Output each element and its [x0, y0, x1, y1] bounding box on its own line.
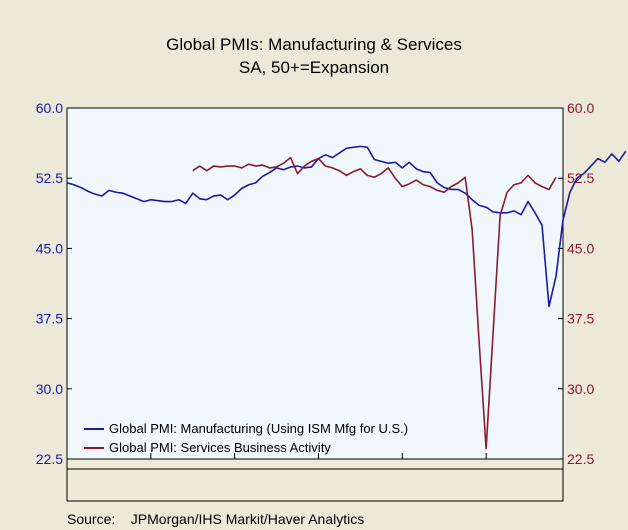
x-axis-band: [66, 458, 564, 502]
left-tick-label: 60.0: [36, 100, 63, 116]
left-tick-label: 22.5: [36, 451, 63, 467]
left-axis: 60.0 52.5 45.0 37.5 30.0 22.5: [36, 100, 72, 467]
right-tick-label: 37.5: [567, 311, 594, 327]
series-line-manufacturing: [66, 145, 627, 308]
left-tick-label: 37.5: [36, 311, 63, 327]
right-tick-label: 22.5: [567, 451, 594, 467]
left-tick-label: 45.0: [36, 240, 63, 256]
source-note: Source: JPMorgan/IHS Markit/Haver Analyt…: [67, 511, 364, 527]
series-line-services: [192, 156, 557, 450]
chart-subtitle: SA, 50+=Expansion: [239, 58, 389, 77]
right-tick-label: 52.5: [567, 170, 594, 186]
left-tick-label: 52.5: [36, 170, 63, 186]
series-layer: [66, 145, 627, 450]
legend-label-manufacturing: Global PMI: Manufacturing (Using ISM Mfg…: [109, 421, 408, 436]
right-tick-label: 45.0: [567, 240, 594, 256]
left-tick-label: 30.0: [36, 381, 63, 397]
chart-title: Global PMIs: Manufacturing & Services: [166, 35, 462, 54]
right-tick-label: 30.0: [567, 381, 594, 397]
legend-label-services: Global PMI: Services Business Activity: [109, 440, 331, 455]
right-axis: 60.0 52.5 45.0 37.5 30.0 22.5: [558, 100, 594, 467]
legend: Global PMI: Manufacturing (Using ISM Mfg…: [84, 421, 408, 455]
plot-area: [66, 107, 564, 460]
right-tick-label: 60.0: [567, 100, 594, 116]
